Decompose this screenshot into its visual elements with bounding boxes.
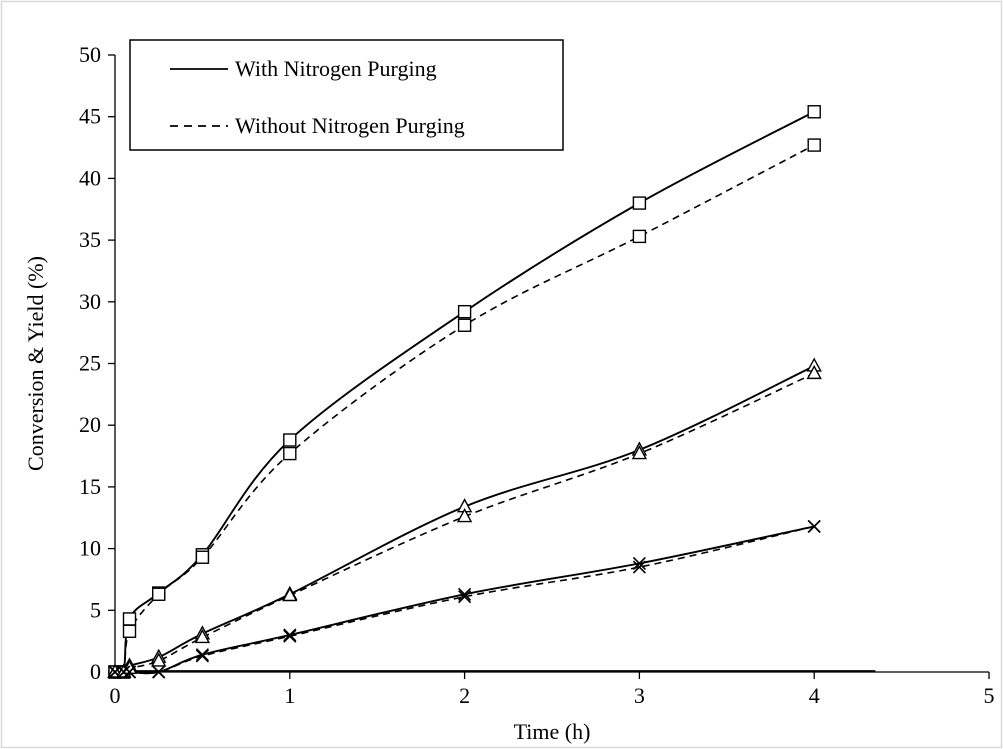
data-point-square (457, 304, 472, 319)
y-tick-label: 40 (79, 165, 101, 190)
y-tick-label: 15 (79, 474, 101, 499)
data-point-triangle (151, 652, 167, 667)
x-tick-label: 4 (809, 683, 820, 708)
data-point-x (195, 648, 209, 662)
data-point-x (117, 665, 131, 679)
x-tick-label: 2 (459, 683, 470, 708)
data-point-x (122, 665, 137, 679)
markers-group (107, 105, 822, 679)
y-tick-label: 25 (79, 351, 101, 376)
legend-label: Without Nitrogen Purging (235, 113, 465, 138)
data-point-triangle (194, 628, 211, 644)
data-point-triangle (631, 445, 648, 460)
x-tick-label: 1 (284, 683, 295, 708)
legend-box (129, 39, 564, 151)
data-point-square (151, 587, 166, 601)
legend-label: With Nitrogen Purging (235, 56, 437, 81)
y-tick-label: 5 (90, 597, 101, 622)
data-point-square (807, 105, 821, 119)
x-tick-label: 0 (110, 683, 121, 708)
y-tick-label: 35 (79, 227, 101, 252)
data-point-square (457, 318, 472, 332)
data-point-square (632, 196, 647, 210)
y-tick-label: 50 (79, 42, 101, 67)
x-tick-label: 3 (634, 683, 645, 708)
data-point-x (152, 665, 166, 679)
y-tick-label: 20 (79, 412, 101, 437)
data-point-square (807, 138, 821, 152)
data-point-x (458, 587, 472, 601)
data-point-x (632, 556, 646, 570)
data-point-x (195, 649, 209, 663)
data-point-x (632, 560, 646, 574)
data-point-square (122, 612, 137, 626)
y-axis-title: Conversion & Yield (%) (23, 256, 48, 471)
data-point-x (458, 590, 472, 604)
data-point-square (632, 229, 647, 244)
y-tick-label: 10 (79, 536, 101, 561)
data-point-square (122, 624, 137, 638)
x-tick-label: 5 (984, 683, 995, 708)
legend: With Nitrogen Purging Without Nitrogen Pu… (129, 39, 564, 151)
data-point-x (283, 628, 297, 642)
data-point-triangle (282, 587, 298, 602)
y-tick-label: 30 (79, 289, 101, 314)
data-point-square (195, 550, 210, 564)
data-point-square (283, 433, 297, 447)
x-axis-title: Time (h) (514, 719, 591, 744)
y-tick-label: 45 (79, 104, 101, 129)
data-point-square (283, 446, 297, 461)
y-tick-label: 0 (90, 659, 101, 684)
data-point-x (283, 629, 297, 643)
data-point-x (807, 519, 821, 533)
data-point-triangle (806, 364, 822, 380)
data-point-triangle (456, 508, 473, 523)
